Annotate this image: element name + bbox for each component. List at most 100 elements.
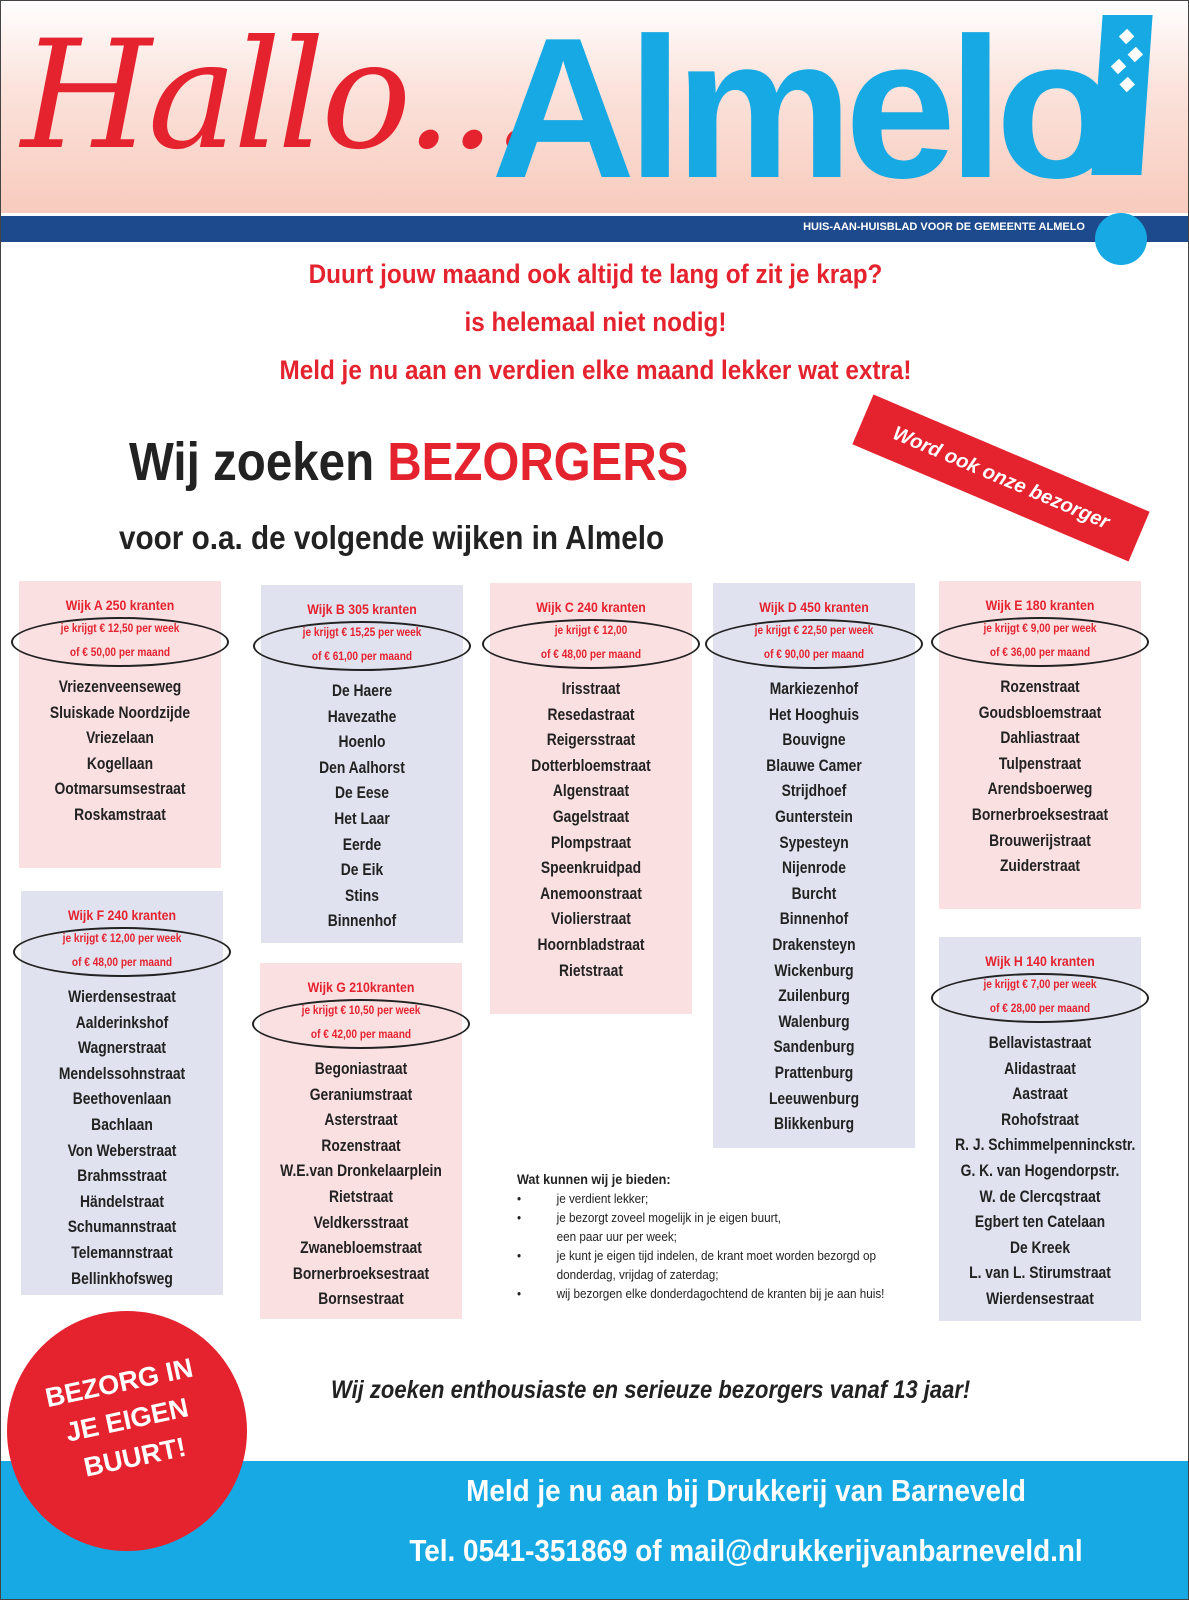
offer-text: donderdag, vrijdag of zaterdag; [556,1267,719,1282]
logo-dot-icon [1095,213,1147,265]
street-name: Burcht [791,884,837,903]
street-name: Markiezenhof [769,680,859,698]
street-name: Bouvigne [782,731,846,750]
street-name: Gunterstein [775,807,853,826]
street-name: Het Hooghuis [768,705,860,724]
street-name: Veldkersstraat [313,1213,409,1232]
street-name: Schumannstraat [67,1218,177,1237]
street-name: Anemoonstraat [540,884,642,903]
bullet-icon: • [517,1248,522,1263]
street-name: Brahmsstraat [77,1167,167,1186]
street-name: Algenstraat [552,782,630,801]
street-name: Vriezenveenseweg [58,678,182,696]
offer-text: je verdient lekker; [556,1191,649,1206]
street-name: Alidastraat [1004,1059,1076,1078]
street-name: Binnenhof [327,912,397,931]
offer-item: een paar uur per week; [517,1227,940,1246]
street-name: Bornerbroeksestraat [971,805,1109,824]
street-name: De Kreek [1009,1238,1071,1257]
street-name: De Eik [340,861,384,880]
street-name: Mendelssohnstraat [58,1064,186,1083]
wijk-title: Wijk H 140 kranten [985,953,1095,969]
street-name: Rozenstraat [321,1136,401,1155]
street-name: Dahliastraat [1000,729,1080,748]
street-name: Hoenlo [338,733,386,752]
enthusiast-line: Wij zoeken enthousiaste en serieuze bezo… [331,1376,971,1404]
street-name: Wickenburg [774,961,854,980]
pay-week: je krijgt € 22,50 per week [754,625,874,637]
pay-month: of € 61,00 per maand [311,651,413,663]
pay-info: je krijgt € 12,00 of € 48,00 per maand [482,619,700,669]
wijk-title: Wijk D 450 kranten [759,599,869,615]
street-name: Wagnerstraat [77,1039,167,1058]
wijk-box: Wijk A 250 kranten je krijgt € 12,50 per … [11,581,229,868]
wijk-title: Wijk A 250 kranten [65,597,175,613]
street-name: Blikkenburg [773,1115,855,1134]
pay-month: of € 48,00 per maand [71,957,173,969]
wijk-box: Wijk H 140 kranten je krijgt € 7,00 per w… [931,937,1149,1321]
offer-section: Wat kunnen wij je bieden: • je verdient l… [517,1171,937,1303]
street-name: Hoornbladstraat [537,935,645,954]
highlight-ellipse [11,617,229,667]
street-name: G. K. van Hogendorpstr. [960,1161,1120,1180]
pay-week: je krijgt € 12,00 per week [62,933,182,945]
street-name: Asterstraat [324,1111,398,1130]
wijk-box: Wijk F 240 kranten je krijgt € 12,00 per … [13,891,231,1295]
street-name: Sluiskade Noordzijde [49,703,191,722]
pay-week: je krijgt € 9,00 per week [983,623,1097,635]
tagline: HUIS-AAN-HUISBLAD VOOR DE GEMEENTE ALMEL… [803,221,1085,233]
street-name: Speenkruidpad [540,859,642,878]
wijk-title: Wijk F 240 kranten [67,907,177,923]
highlight-ellipse [253,621,471,671]
offer-text: je bezorgt zoveel mogelijk in je eigen b… [556,1210,781,1225]
street-name: Bornerbroeksestraat [292,1264,430,1283]
bullet-icon [517,1227,557,1246]
street-name: Prattenburg [774,1063,854,1082]
footer-band: Meld je nu aan bij Drukkerij van Barneve… [1,1461,1188,1599]
red-circle-badge: BEZORG IN JE EIGEN BUURT! [7,1311,247,1551]
street-name: Nijenrode [782,859,846,878]
highlight-ellipse [931,617,1149,667]
pay-week: je krijgt € 12,50 per week [60,623,180,635]
highlight-ellipse [13,927,231,977]
headline-text: Wij zoeken [129,432,388,492]
offer-text: een paar uur per week; [556,1229,677,1244]
wijk-title: Wijk B 305 kranten [307,601,417,617]
street-name: W.E.van Dronkelaarplein [280,1162,442,1181]
bullet-icon: • [517,1286,522,1301]
street-name: Reigersstraat [546,731,636,750]
street-name: Arendsboerweg [987,780,1093,799]
pay-info: je krijgt € 22,50 per week of € 90,00 per… [705,619,923,669]
pay-month: of € 50,00 per maand [69,647,171,659]
street-name: Bellinkhofsweg [71,1269,173,1288]
street-name: R. J. Schimmelpenninckstr. [955,1136,1136,1155]
street-name: Kogellaan [86,754,154,773]
street-name: Gagelstraat [552,807,630,826]
street-name: Irisstraat [561,680,621,698]
highlight-ellipse [705,619,923,669]
street-name: Vriezelaan [86,729,154,748]
pay-month: of € 36,00 per maand [989,647,1091,659]
pay-month: of € 42,00 per maand [310,1029,412,1041]
street-name: Begoniastraat [314,1060,408,1078]
pay-info: je krijgt € 10,50 per week of € 42,00 per… [252,999,470,1049]
pay-info: je krijgt € 15,25 per week of € 61,00 per… [253,621,471,671]
highlight-ellipse [931,973,1149,1023]
footer-line-2: Tel. 0541-351869 of mail@drukkerijvanbar… [409,1533,1083,1568]
offer-item: donderdag, vrijdag of zaterdag; [517,1265,940,1284]
street-name: Beethovenlaan [72,1090,172,1109]
street-name: Aastraat [1012,1085,1068,1104]
intro-line-2: is helemaal niet nodig! [464,307,727,337]
offer-text: wij bezorgen elke donderdagochtend de kr… [556,1286,885,1301]
pay-month: of € 28,00 per maand [989,1003,1091,1015]
pay-week: je krijgt € 7,00 per week [983,979,1097,991]
street-name: Walenburg [778,1012,850,1031]
street-name: Rohofstraat [1001,1110,1079,1129]
subheadline: voor o.a. de volgende wijken in Almelo [119,519,665,556]
street-name: Zuiderstraat [999,857,1081,876]
wijk-box: Wijk B 305 kranten je krijgt € 15,25 per … [253,585,471,943]
street-name: Het Laar [334,809,390,828]
street-name: Bornsestraat [318,1290,404,1309]
street-name: Drakensteyn [772,935,856,954]
